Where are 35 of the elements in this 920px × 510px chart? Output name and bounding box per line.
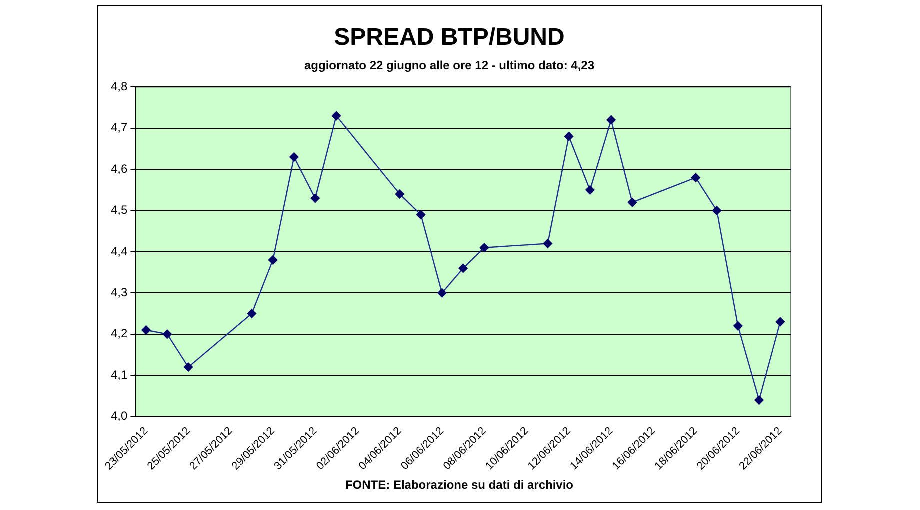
y-tick-label: 4,0 xyxy=(110,409,128,424)
point xyxy=(480,243,490,252)
source-note: FONTE: Elaborazione su dati di archivio xyxy=(344,478,575,492)
y-tick-label: 4,1 xyxy=(110,368,128,382)
point xyxy=(586,186,595,195)
point xyxy=(564,132,574,142)
point xyxy=(416,210,426,220)
chart-subtitle: aggiornato 22 giugno alle ore 12 - ultimo dato: 4,23 xyxy=(304,58,595,72)
point xyxy=(776,317,786,327)
point xyxy=(395,190,405,199)
point xyxy=(290,152,299,162)
point xyxy=(247,309,257,318)
point xyxy=(310,194,320,204)
point xyxy=(438,288,447,298)
point xyxy=(712,206,722,216)
point xyxy=(162,330,172,339)
point xyxy=(184,362,194,372)
point xyxy=(754,396,764,405)
point xyxy=(268,256,278,265)
y-tick-label: 4,2 xyxy=(110,326,128,341)
point xyxy=(458,264,468,274)
y-tick-label: 4,4 xyxy=(110,244,128,258)
y-tick-label: 4,5 xyxy=(110,203,128,218)
y-tick-label: 4,6 xyxy=(110,162,128,176)
point xyxy=(606,116,616,125)
y-tick-label: 4,7 xyxy=(110,120,128,135)
y-tick-label: 4,8 xyxy=(110,80,128,94)
point xyxy=(691,173,700,182)
point xyxy=(142,326,151,335)
y-tick-label: 4,3 xyxy=(110,285,128,300)
point xyxy=(734,322,743,331)
point xyxy=(628,198,638,208)
point xyxy=(332,111,342,121)
chart-title: SPREAD BTP/BUND xyxy=(334,24,565,52)
point xyxy=(543,239,552,248)
